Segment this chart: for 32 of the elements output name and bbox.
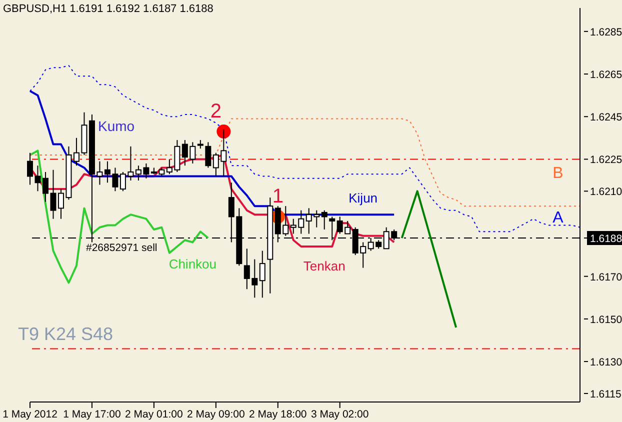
- x-tick-label: 2 May 09:00: [187, 408, 245, 420]
- series-label: Chinkou: [168, 256, 217, 272]
- ref-line-label: #26852971 sell: [86, 242, 158, 254]
- annotation: Kumo: [98, 118, 135, 134]
- candlestick: [205, 142, 212, 168]
- chart-title: GBPUSD,H1 1.6191 1.6192 1.6187 1.6188: [3, 3, 214, 15]
- line-series: [30, 65, 580, 232]
- series-label: A: [552, 209, 564, 226]
- series-label: Tenkan: [303, 258, 346, 274]
- x-tick-label: 1 May 2012: [2, 408, 58, 420]
- candlestick: [259, 250, 266, 298]
- y-tick-label: 1.6245: [590, 112, 622, 124]
- y-tick-label: 1.6285: [590, 26, 622, 38]
- y-tick-label: 1.6115: [590, 388, 622, 400]
- annotation: 2: [210, 100, 222, 123]
- x-tick-label: 2 May 01:00: [125, 408, 183, 420]
- y-tick-label: 1.6210: [590, 186, 622, 198]
- series-label: Kijun: [348, 190, 378, 206]
- y-tick-label: 1.6170: [590, 271, 622, 284]
- y-tick-label: 1.6188: [590, 233, 622, 246]
- annotation: T9 K24 S48: [18, 324, 114, 345]
- line-series: [30, 118, 580, 207]
- series-label: B: [552, 165, 564, 182]
- x-tick-label: 1 May 17:00: [63, 408, 122, 420]
- y-tick-label: 1.6130: [590, 356, 622, 369]
- x-tick-label: 3 May 02:00: [310, 408, 369, 420]
- candlestick: [321, 210, 328, 230]
- annotation: 1: [272, 186, 284, 208]
- y-tick-label: 1.6150: [590, 314, 622, 326]
- x-tick-label: 2 May 18:00: [248, 408, 307, 420]
- y-tick-label: 1.6225: [590, 154, 622, 166]
- y-tick-label: 1.6265: [590, 69, 622, 82]
